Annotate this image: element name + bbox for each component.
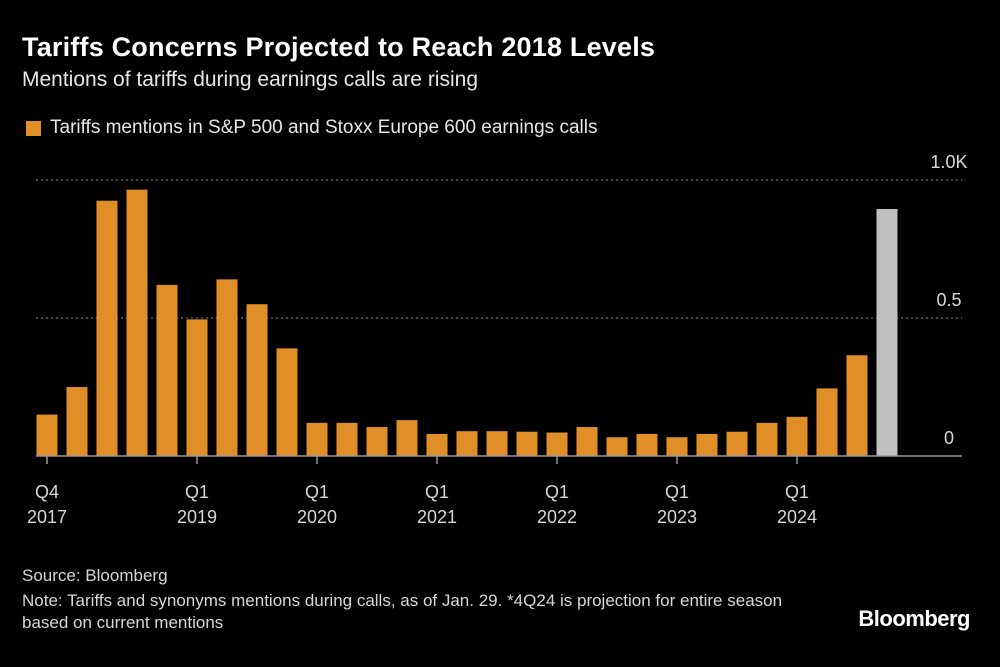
bar: Q2 2020: 120 [336, 422, 358, 456]
bar: Q3 2018: 965 [126, 189, 148, 456]
x-tick-label-quarter: Q1 [425, 482, 449, 502]
gridlines [36, 179, 962, 319]
x-tick-label-year: 2021 [417, 507, 457, 527]
bar: Q2 2018: 925 [96, 200, 118, 456]
chart-subtitle: Mentions of tariffs during earnings call… [22, 68, 479, 91]
x-tick-label-quarter: Q4 [35, 482, 59, 502]
bar: Q1 2024: 142 [786, 416, 808, 456]
x-tick-label-year: 2017 [27, 507, 67, 527]
x-tick-label-year: 2024 [777, 507, 817, 527]
bar: Q3 2021: 90 [486, 431, 508, 456]
x-tick-label-year: 2020 [297, 507, 337, 527]
x-tick-label-quarter: Q1 [665, 482, 689, 502]
bar-chart: Q4 2017: 150 Q1 2018: 250 Q2 2018: 925 Q3 2… [27, 152, 968, 527]
legend: Tariffs mentions in S&P 500 and Stoxx Eu… [26, 117, 597, 139]
bar: Q4 2017: 150 [36, 414, 58, 456]
bar: Q4 2023: 120 [756, 422, 778, 456]
bar: Q2 2023: 80 [696, 433, 718, 456]
bars: Q4 2017: 150 Q1 2018: 250 Q2 2018: 925 Q3 2… [36, 189, 898, 456]
y-tick-label: 1.0K [930, 152, 967, 172]
bar: Q1 2022: 85 [546, 432, 568, 456]
source-text: Source: Bloomberg [22, 566, 168, 585]
bar: Q1 2021: 80 [426, 433, 448, 456]
bar: Q2 2024: 245 [816, 388, 838, 456]
bar: Q1 2020: 120 [306, 422, 328, 456]
y-tick-label: 0 [944, 428, 954, 448]
note-text: Note: Tariffs and synonyms mentions duri… [22, 591, 783, 632]
x-tick-label-quarter: Q1 [185, 482, 209, 502]
bar: Q1 2019: 495 [186, 319, 208, 456]
bar: Q3 2024: 365 [846, 355, 868, 456]
bar: Q4 2020: 130 [396, 420, 418, 456]
bar: Q4 2018: 620 [156, 284, 178, 456]
x-tick-label-quarter: Q1 [785, 482, 809, 502]
x-tick-label-year: 2023 [657, 507, 697, 527]
y-axis: 0 0.5 1.0K [930, 152, 967, 448]
bar: Q4 2019: 390 [276, 348, 298, 456]
x-tick-label-year: 2022 [537, 507, 577, 527]
bar: Q1 2023: 68 [666, 437, 688, 456]
x-tick-label-quarter: Q1 [305, 482, 329, 502]
y-tick-label: 0.5 [936, 290, 961, 310]
projection-bar: Q4 2024*: 895 [876, 208, 898, 456]
bar: Q2 2019: 640 [216, 279, 238, 456]
bar: Q2 2021: 90 [456, 431, 478, 456]
bar: Q3 2023: 88 [726, 431, 748, 456]
bar: Q4 2022: 80 [636, 433, 658, 456]
bar: Q3 2019: 550 [246, 304, 268, 456]
bar: Q3 2022: 68 [606, 437, 628, 456]
bar: Q3 2020: 105 [366, 427, 388, 456]
bloomberg-logo: Bloomberg [858, 606, 970, 631]
legend-swatch [26, 120, 41, 136]
x-tick-label-year: 2019 [177, 507, 217, 527]
bar: Q1 2018: 250 [66, 387, 88, 456]
x-axis: Q4 2017 Q1 2019 Q1 2020 Q1 2021 Q1 2022 Q1 2023 Q1 20… [27, 455, 962, 527]
bar: Q4 2021: 88 [516, 431, 538, 456]
bar: Q2 2022: 105 [576, 427, 598, 456]
x-tick-label-quarter: Q1 [545, 482, 569, 502]
legend-label: Tariffs mentions in S&P 500 and Stoxx Eu… [50, 117, 598, 138]
chart-title: Tariffs Concerns Projected to Reach 2018… [22, 32, 656, 62]
